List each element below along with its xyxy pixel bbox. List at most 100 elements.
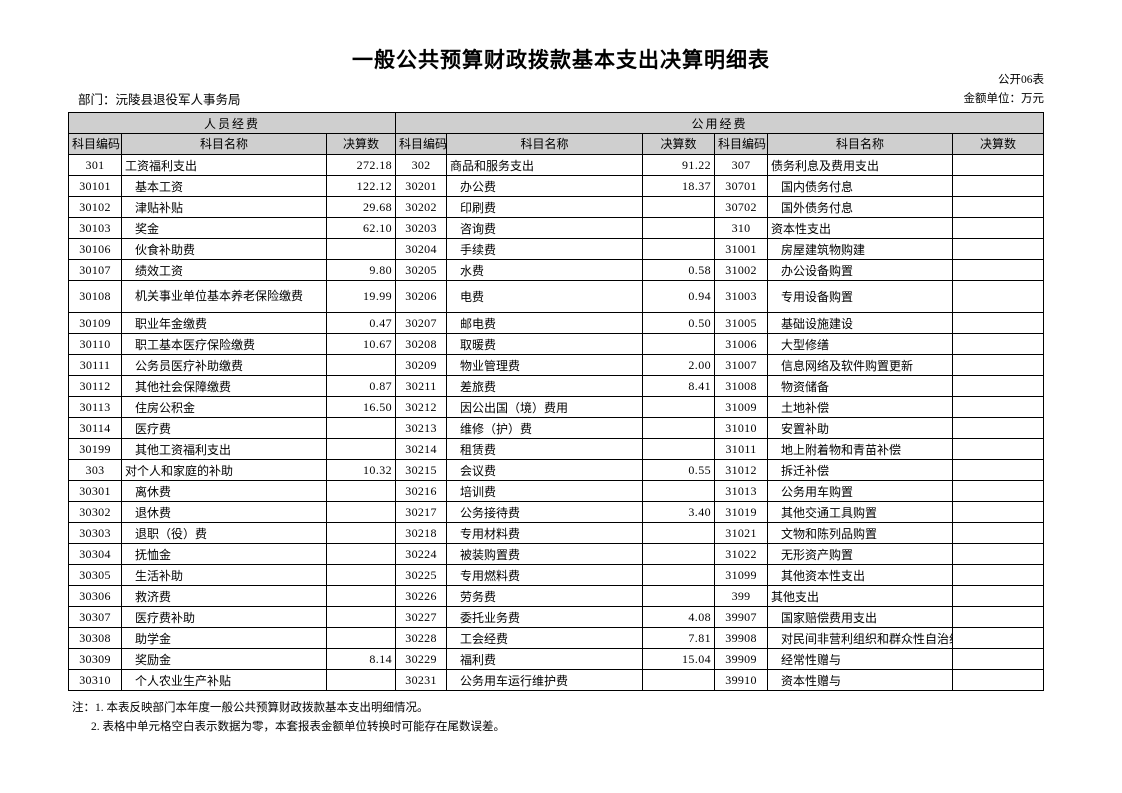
cell-subject-code: 30702 (714, 196, 769, 218)
col-header-code-2: 科目编码 (395, 133, 448, 155)
cell-subject-code: 31022 (714, 543, 769, 565)
cell-subject-name: 退职（役）费 (121, 522, 327, 544)
cell-subject-code: 30307 (68, 606, 122, 628)
cell-subject-name: 退休费 (121, 501, 327, 523)
cell-subject-name: 津贴补贴 (121, 196, 327, 218)
cell-subject-code: 31013 (714, 480, 769, 502)
cell-subject-name: 专用燃料费 (446, 564, 644, 586)
cell-subject-name: 基础设施建设 (767, 312, 954, 334)
cell-subject-name: 专用设备购置 (767, 280, 954, 313)
cell-final-amount: 0.47 (325, 312, 397, 334)
cell-final-amount (952, 522, 1045, 544)
cell-subject-code: 30109 (68, 312, 122, 334)
cell-subject-code: 31012 (714, 459, 769, 481)
cell-subject-code: 30231 (395, 669, 448, 691)
table-row: 30113 住房公积金 16.50 30212 因公出国（境）费用 31009 土地补偿 (68, 396, 1045, 418)
cell-subject-code: 30308 (68, 627, 122, 649)
cell-subject-code: 30304 (68, 543, 122, 565)
cell-final-amount (642, 564, 716, 586)
cell-subject-name: 因公出国（境）费用 (446, 396, 644, 418)
cell-subject-name: 住房公积金 (121, 396, 327, 418)
cell-subject-code: 39907 (714, 606, 769, 628)
cell-subject-name: 国外债务付息 (767, 196, 954, 218)
cell-subject-name: 土地补偿 (767, 396, 954, 418)
cell-final-amount (952, 175, 1045, 197)
cell-final-amount: 2.00 (642, 354, 716, 376)
table-row: 30103 奖金 62.10 30203 咨询费 310 资本性支出 (68, 217, 1045, 239)
cell-subject-code: 31008 (714, 375, 769, 397)
form-number: 公开06表 (998, 74, 1044, 86)
cell-subject-name: 机关事业单位基本养老保险缴费 (121, 280, 327, 313)
cell-final-amount: 0.55 (642, 459, 716, 481)
cell-subject-code: 30215 (395, 459, 448, 481)
cell-final-amount (325, 238, 397, 260)
cell-subject-name: 其他交通工具购置 (767, 501, 954, 523)
cell-subject-name: 职业年金缴费 (121, 312, 327, 334)
cell-subject-name: 福利费 (446, 648, 644, 670)
cell-final-amount (952, 280, 1045, 313)
table-row: 30199 其他工资福利支出 30214 租赁费 31011 地上附着物和青苗补偿 (68, 438, 1045, 460)
cell-subject-code: 30301 (68, 480, 122, 502)
column-header-row: 科目编码 科目名称 决算数 科目编码 科目名称 决算数 科目编码 科目名称 决算… (68, 133, 1045, 155)
cell-subject-name: 其他支出 (767, 585, 954, 607)
cell-subject-name: 工会经费 (446, 627, 644, 649)
cell-subject-name: 个人农业生产补贴 (121, 669, 327, 691)
table-row: 30107 绩效工资 9.80 30205 水费 0.58 31002 办公设备购置 (68, 259, 1045, 281)
cell-subject-code: 30224 (395, 543, 448, 565)
cell-subject-code: 31019 (714, 501, 769, 523)
table-row: 30106 伙食补助费 30204 手续费 31001 房屋建筑物购建 (68, 238, 1045, 260)
cell-subject-name: 公务用车运行维护费 (446, 669, 644, 691)
cell-final-amount: 10.32 (325, 459, 397, 481)
cell-subject-name: 国内债务付息 (767, 175, 954, 197)
note-line-1: 注：1. 本表反映部门本年度一般公共预算财政拨款基本支出明细情况。 (72, 702, 429, 714)
cell-final-amount: 272.18 (325, 154, 397, 176)
cell-final-amount: 62.10 (325, 217, 397, 239)
cell-subject-code: 31021 (714, 522, 769, 544)
cell-subject-code: 30202 (395, 196, 448, 218)
cell-subject-name: 办公费 (446, 175, 644, 197)
cell-final-amount: 8.14 (325, 648, 397, 670)
cell-subject-name: 其他资本性支出 (767, 564, 954, 586)
cell-subject-code: 30218 (395, 522, 448, 544)
table-row: 30102 津贴补贴 29.68 30202 印刷费 30702 国外债务付息 (68, 196, 1045, 218)
cell-subject-code: 30205 (395, 259, 448, 281)
cell-subject-code: 302 (395, 154, 448, 176)
cell-subject-name: 医疗费补助 (121, 606, 327, 628)
cell-subject-name: 租赁费 (446, 438, 644, 460)
cell-subject-code: 30229 (395, 648, 448, 670)
col-header-name-2: 科目名称 (446, 133, 644, 155)
cell-subject-code: 399 (714, 585, 769, 607)
cell-subject-name: 房屋建筑物购建 (767, 238, 954, 260)
cell-final-amount (952, 217, 1045, 239)
cell-final-amount (952, 259, 1045, 281)
cell-subject-code: 30310 (68, 669, 122, 691)
cell-subject-code: 31003 (714, 280, 769, 313)
group-header-personnel: 人员经费 (67, 112, 397, 134)
cell-final-amount (325, 480, 397, 502)
cell-subject-code: 31006 (714, 333, 769, 355)
page-title: 一般公共预算财政拨款基本支出决算明细表 (352, 48, 770, 72)
cell-subject-code: 30207 (395, 312, 448, 334)
cell-final-amount (952, 543, 1045, 565)
cell-final-amount (642, 480, 716, 502)
cell-subject-name: 奖金 (121, 217, 327, 239)
cell-subject-name: 生活补助 (121, 564, 327, 586)
cell-subject-name: 公务接待费 (446, 501, 644, 523)
cell-final-amount (642, 438, 716, 460)
cell-subject-name: 劳务费 (446, 585, 644, 607)
table-row: 30109 职业年金缴费 0.47 30207 邮电费 0.50 31005 基础设施建设 (68, 312, 1045, 334)
cell-subject-name: 电费 (446, 280, 644, 313)
cell-final-amount: 8.41 (642, 375, 716, 397)
cell-subject-name: 基本工资 (121, 175, 327, 197)
cell-subject-code: 30213 (395, 417, 448, 439)
cell-subject-code: 30203 (395, 217, 448, 239)
amount-unit-label: 金额单位：万元 (963, 93, 1045, 105)
cell-final-amount: 0.50 (642, 312, 716, 334)
cell-subject-code: 30217 (395, 501, 448, 523)
cell-final-amount (325, 564, 397, 586)
cell-subject-code: 30309 (68, 648, 122, 670)
cell-final-amount (952, 564, 1045, 586)
cell-subject-code: 30227 (395, 606, 448, 628)
cell-subject-name: 信息网络及软件购置更新 (767, 354, 954, 376)
table-row: 30111 公务员医疗补助缴费 30209 物业管理费 2.00 31007 信息网络及软件… (68, 354, 1045, 376)
